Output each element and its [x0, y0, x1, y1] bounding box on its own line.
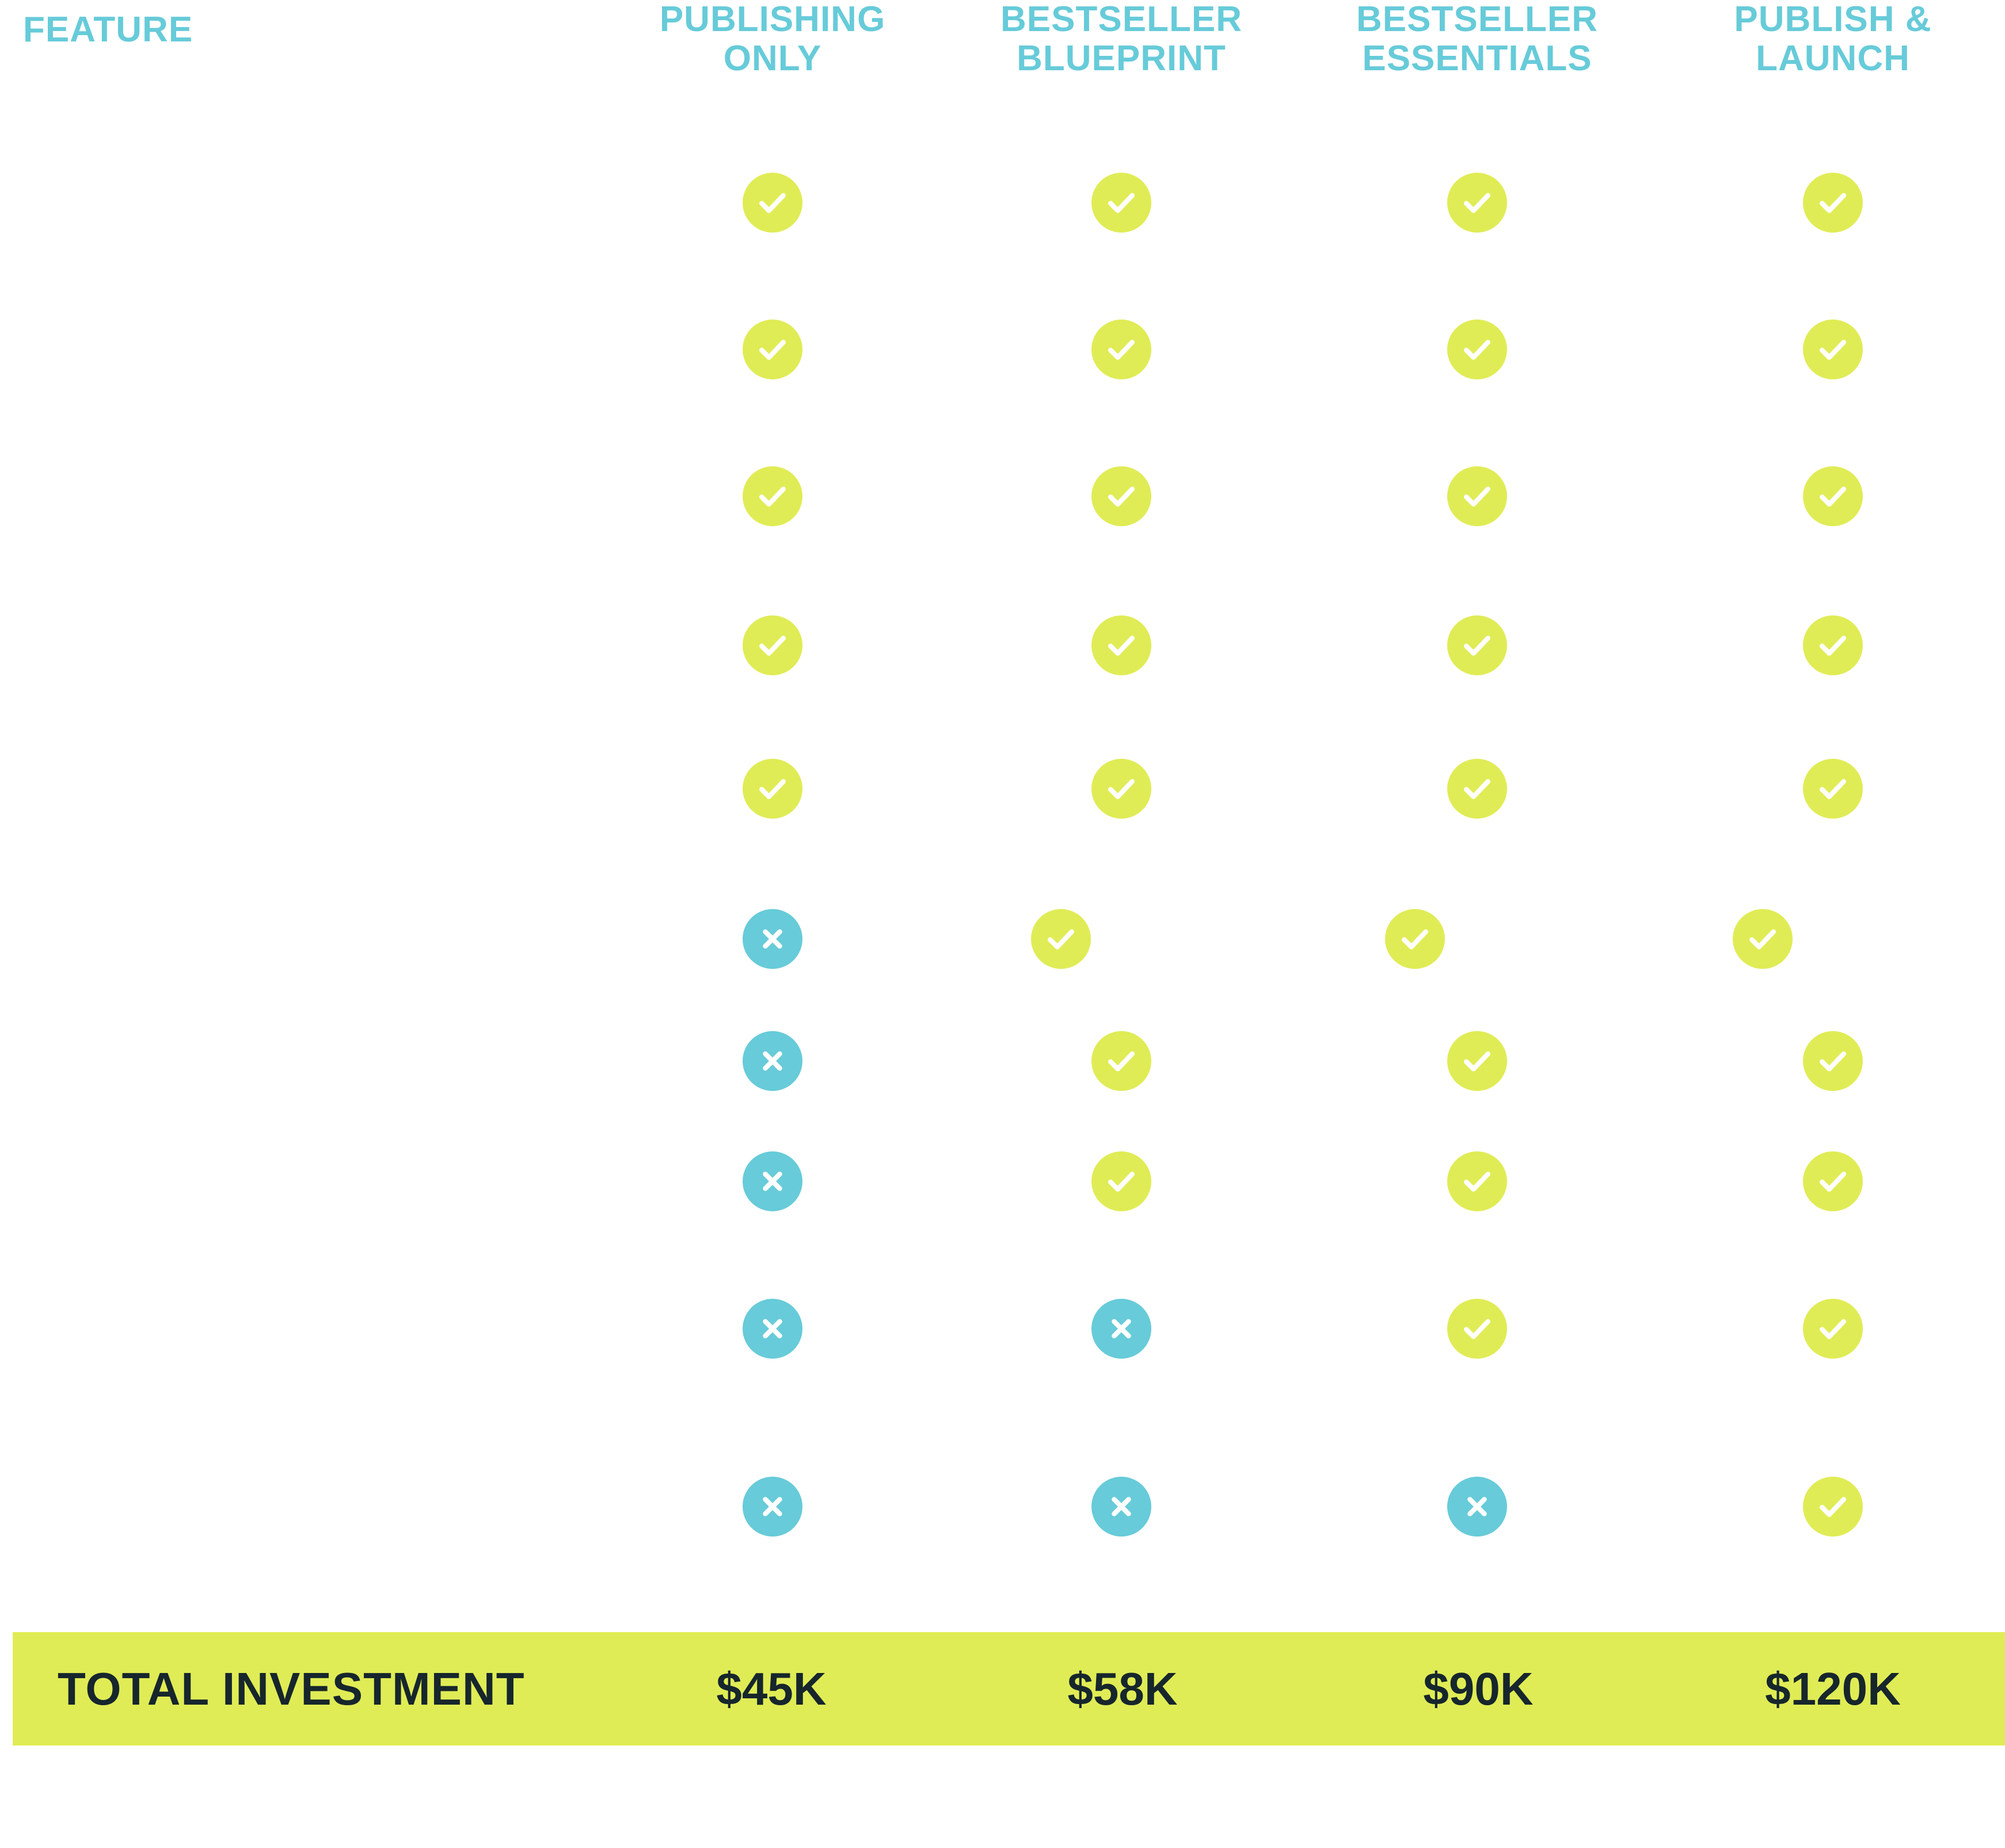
check-icon [1447, 615, 1507, 675]
check-icon [1031, 909, 1091, 969]
total-investment-label: TOTAL INVESTMENT [58, 1663, 525, 1714]
plan-header-line: LAUNCH [1756, 39, 1910, 78]
check-icon [743, 759, 802, 819]
check-icon [1091, 1031, 1151, 1091]
plan-header-bestseller-essentials: BESTSELLER ESSENTIALS [1327, 0, 1627, 78]
price-bestseller-blueprint: $58K [1067, 1663, 1178, 1714]
total-investment-bar: TOTAL INVESTMENT $45K $58K $90K $120K [13, 1632, 2005, 1746]
check-icon [1803, 759, 1863, 819]
check-icon [1447, 1151, 1507, 1211]
check-icon [1733, 909, 1793, 969]
check-icon [1803, 320, 1863, 379]
check-icon [1447, 1031, 1507, 1091]
close-icon [1447, 1477, 1507, 1537]
plan-header-line: PUBLISHING [659, 0, 886, 39]
check-icon [1385, 909, 1445, 969]
check-icon [1803, 1299, 1863, 1359]
check-icon [743, 615, 802, 675]
plan-header-line: BLUEPRINT [1017, 39, 1226, 78]
check-icon [1447, 1299, 1507, 1359]
check-icon [1803, 466, 1863, 526]
close-icon [1091, 1477, 1151, 1537]
close-icon [743, 1151, 802, 1211]
price-bestseller-essentials: $90K [1423, 1663, 1534, 1714]
plan-header-publish-and-launch: PUBLISH & LAUNCH [1683, 0, 1983, 78]
check-icon [1447, 320, 1507, 379]
check-icon [1447, 173, 1507, 233]
check-icon [743, 320, 802, 379]
plan-header-line: ESSENTIALS [1362, 39, 1592, 78]
price-publish-and-launch: $120K [1765, 1663, 1901, 1714]
plan-header-line: BESTSELLER [1000, 0, 1242, 39]
feature-column-header: FEATURE [23, 10, 193, 50]
check-icon [1447, 759, 1507, 819]
check-icon [1091, 615, 1151, 675]
close-icon [1091, 1299, 1151, 1359]
close-icon [743, 909, 802, 969]
plan-header-bestseller-blueprint: BESTSELLER BLUEPRINT [972, 0, 1271, 78]
plan-header-line: BESTSELLER [1356, 0, 1598, 39]
check-icon [1447, 466, 1507, 526]
plan-header-line: ONLY [723, 39, 822, 78]
check-icon [1803, 1031, 1863, 1091]
check-icon [1803, 615, 1863, 675]
check-icon [743, 173, 802, 233]
check-icon [1803, 1477, 1863, 1537]
close-icon [743, 1299, 802, 1359]
check-icon [1091, 759, 1151, 819]
plan-header-publishing-only: PUBLISHING ONLY [623, 0, 922, 78]
check-icon [743, 466, 802, 526]
check-icon [1803, 1151, 1863, 1211]
check-icon [1091, 466, 1151, 526]
check-icon [1091, 1151, 1151, 1211]
price-publishing-only: $45K [716, 1663, 827, 1714]
check-icon [1803, 173, 1863, 233]
close-icon [743, 1031, 802, 1091]
plan-header-line: PUBLISH & [1734, 0, 1932, 39]
check-icon [1091, 173, 1151, 233]
close-icon [743, 1477, 802, 1537]
check-icon [1091, 320, 1151, 379]
